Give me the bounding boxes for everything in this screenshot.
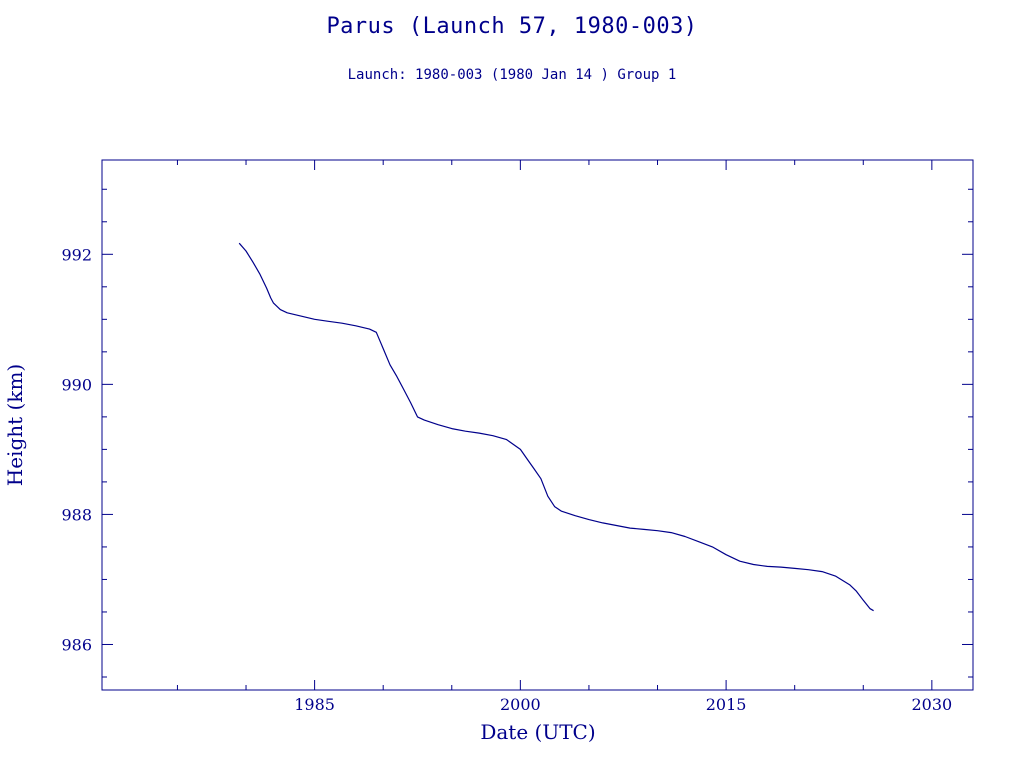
plot-frame [101,159,974,691]
x-tick-label: 2000 [500,695,541,714]
y-tick-label: 990 [61,375,92,394]
x-tick-label: 2030 [911,695,952,714]
y-tick-label: 986 [61,635,92,654]
y-axis: 986 988 990 992 [61,188,973,678]
chart-title: Parus (Launch 57, 1980-003) [326,14,698,39]
chart-subtitle: Launch: 1980-003 (1980 Jan 14 ) Group 1 [347,67,677,83]
plot-border [101,159,974,691]
y-tick-label: 992 [61,245,92,264]
x-tick-label: 2015 [706,695,747,714]
x-axis: 1985 2000 2015 2030 [176,160,952,714]
y-axis-label: Height (km) [3,364,27,486]
height-series-line [238,242,874,612]
x-tick-label: 1985 [294,695,335,714]
y-tick-label: 988 [61,505,92,524]
series-layer [238,242,874,612]
x-axis-label: Date (UTC) [480,720,595,744]
